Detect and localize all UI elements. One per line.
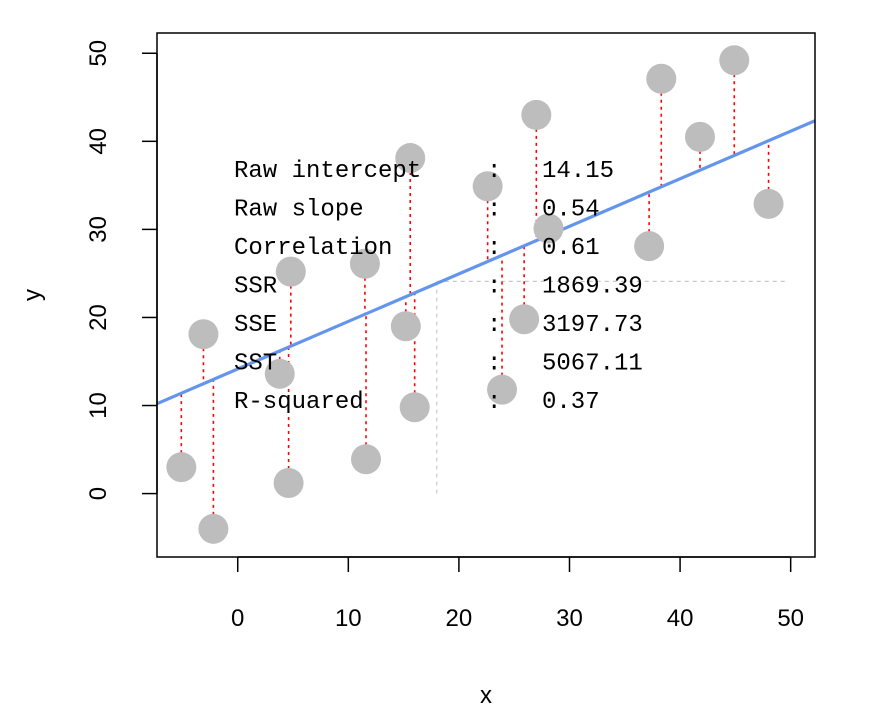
x-tick-label: 0 xyxy=(231,605,244,632)
y-axis-label: y xyxy=(19,289,46,301)
x-tick-label: 10 xyxy=(335,605,362,632)
x-axis-label: x xyxy=(480,682,492,709)
data-point xyxy=(521,99,552,130)
data-point xyxy=(198,513,229,544)
stat-colon: : xyxy=(487,197,501,224)
stat-label: SST xyxy=(234,351,277,378)
stat-colon: : xyxy=(487,158,501,185)
regression-line xyxy=(157,119,815,406)
y-tick-label: 0 xyxy=(85,487,112,500)
stat-label: Raw slope xyxy=(234,197,364,224)
data-point xyxy=(487,374,518,405)
x-tick-label: 30 xyxy=(556,605,583,632)
y-tick-label: 20 xyxy=(85,304,112,331)
data-point xyxy=(684,121,715,152)
stats-annotation: Raw intercept: 14.15 Raw slope: 0.54 Correla… xyxy=(234,158,643,416)
stat-colon: : xyxy=(487,235,501,262)
data-point xyxy=(166,452,197,483)
x-tick-label: 50 xyxy=(777,605,804,632)
y-axis: 0 10 20 30 40 50 xyxy=(85,40,158,500)
x-axis: 0 10 20 30 40 50 xyxy=(231,556,804,632)
data-point xyxy=(533,213,564,244)
data-point xyxy=(351,444,382,475)
stat-value: 0.37 xyxy=(542,389,600,416)
data-point xyxy=(646,63,677,94)
stat-value: 0.61 xyxy=(542,235,600,262)
data-point xyxy=(390,311,421,342)
x-tick-label: 40 xyxy=(667,605,694,632)
data-point xyxy=(273,468,304,499)
data-point xyxy=(634,231,665,262)
x-tick-label: 20 xyxy=(446,605,473,632)
data-point xyxy=(188,319,219,350)
y-tick-label: 40 xyxy=(85,128,112,155)
data-point xyxy=(264,358,295,389)
data-point xyxy=(399,392,430,423)
data-point xyxy=(472,171,503,202)
stat-colon: : xyxy=(487,389,501,416)
stat-label: SSR xyxy=(234,274,277,301)
stat-label: Correlation xyxy=(234,235,392,262)
y-tick-label: 10 xyxy=(85,392,112,419)
data-point xyxy=(275,256,306,287)
data-point xyxy=(753,188,784,219)
stat-colon: : xyxy=(487,274,501,301)
stat-value: 14.15 xyxy=(542,158,614,185)
y-tick-label: 30 xyxy=(85,216,112,243)
data-point xyxy=(719,45,750,76)
stat-colon: : xyxy=(487,312,501,339)
stat-colon: : xyxy=(487,351,501,378)
stat-value: 5067.11 xyxy=(542,351,643,378)
y-tick-label: 50 xyxy=(85,40,112,67)
data-points xyxy=(166,45,784,544)
stat-label: R-squared xyxy=(234,389,364,416)
stat-value: 3197.73 xyxy=(542,312,643,339)
data-point xyxy=(395,143,426,174)
stat-label: Raw intercept xyxy=(234,158,421,185)
stat-value: 0.54 xyxy=(542,197,600,224)
data-point xyxy=(349,248,380,279)
stat-label: SSE xyxy=(234,312,277,339)
stat-value: 1869.39 xyxy=(542,274,643,301)
data-point xyxy=(509,304,540,335)
mean-reference-lines xyxy=(436,280,786,494)
fit-line-group xyxy=(157,119,815,406)
